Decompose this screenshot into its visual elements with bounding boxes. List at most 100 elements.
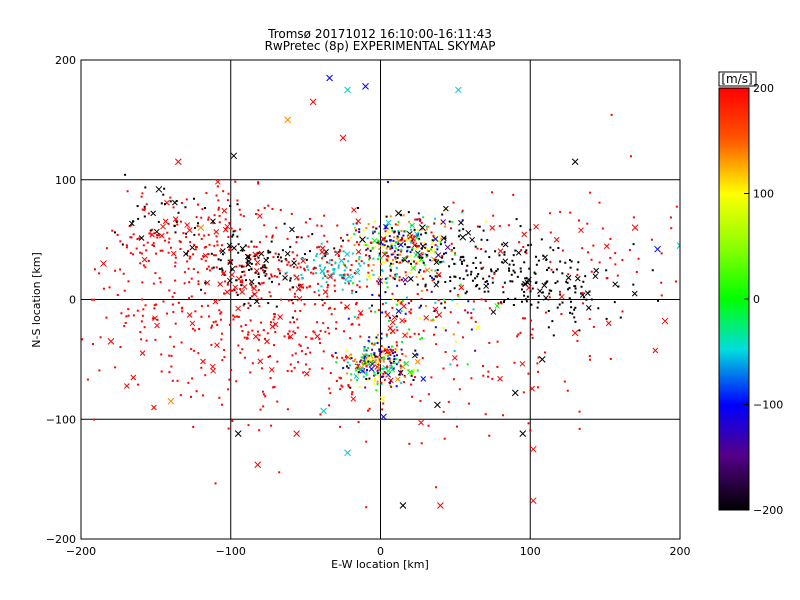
scatter-point <box>176 379 179 382</box>
scatter-point <box>342 250 345 253</box>
scatter-point <box>231 289 234 292</box>
scatter-point <box>381 311 384 314</box>
scatter-point <box>449 290 452 293</box>
scatter-point <box>216 323 219 326</box>
scatter-point <box>400 372 403 375</box>
scatter-point <box>230 227 233 230</box>
scatter-point <box>249 319 252 322</box>
scatter-point <box>141 281 144 284</box>
scatter-point <box>324 275 327 278</box>
scatter-point <box>444 241 447 244</box>
scatter-point <box>295 241 298 244</box>
scatter-point <box>461 209 464 212</box>
scatter-point <box>297 361 300 364</box>
scatter-point <box>286 408 289 411</box>
scatter-point <box>390 244 393 247</box>
scatter-point <box>512 254 515 257</box>
scatter-point <box>204 207 207 210</box>
scatter-point <box>389 274 392 277</box>
scatter-point <box>442 367 445 370</box>
scatter-point <box>400 382 403 385</box>
scatter-point <box>328 404 331 407</box>
scatter-point <box>207 216 210 219</box>
scatter-point <box>485 220 488 223</box>
scatter-point <box>396 303 399 306</box>
scatter-cross <box>402 276 409 283</box>
scatter-point <box>548 292 551 295</box>
scatter-point <box>438 234 441 237</box>
scatter-point <box>420 297 423 300</box>
scatter-point <box>566 389 569 392</box>
scatter-point <box>444 237 447 240</box>
scatter-point <box>165 312 168 315</box>
scatter-point <box>322 322 325 325</box>
scatter-point <box>200 305 203 308</box>
scatter-point <box>328 262 331 265</box>
scatter-point <box>344 278 347 281</box>
scatter-point <box>498 225 501 228</box>
scatter-point <box>308 368 311 371</box>
scatter-point <box>393 236 396 239</box>
scatter-point <box>228 378 231 381</box>
scatter-point <box>358 286 361 289</box>
scatter-point <box>148 232 151 235</box>
scatter-point <box>317 289 320 292</box>
scatter-point <box>431 246 434 249</box>
scatter-point <box>259 283 262 286</box>
scatter-point <box>207 233 210 236</box>
scatter-point <box>368 336 371 339</box>
scatter-point <box>500 301 503 304</box>
scatter-cross <box>220 270 227 276</box>
scatter-point <box>357 243 360 246</box>
scatter-cross <box>272 321 279 328</box>
scatter-point <box>208 269 211 272</box>
scatter-point <box>223 349 226 352</box>
scatter-point <box>215 266 218 269</box>
y-tick-label: −100 <box>46 413 76 426</box>
scatter-point <box>223 292 226 295</box>
scatter-cross <box>676 242 680 249</box>
scatter-point <box>243 336 246 339</box>
scatter-point <box>385 333 388 336</box>
scatter-point <box>192 197 195 200</box>
scatter-point <box>218 214 221 217</box>
scatter-point <box>578 410 581 413</box>
scatter-point <box>202 394 205 397</box>
scatter-cross <box>444 244 451 251</box>
scatter-point <box>93 418 96 421</box>
scatter-point <box>306 265 309 268</box>
scatter-point <box>362 375 365 378</box>
scatter-point <box>337 264 340 267</box>
scatter-point <box>372 273 375 276</box>
scatter-cross <box>253 298 260 305</box>
scatter-point <box>309 351 312 354</box>
scatter-point <box>137 383 140 386</box>
scatter-point <box>207 252 210 255</box>
scatter-cross <box>235 305 241 312</box>
scatter-point <box>410 266 413 269</box>
scatter-point <box>286 237 289 240</box>
scatter-point <box>365 349 368 352</box>
scatter-point <box>300 236 303 239</box>
scatter-point <box>262 264 265 267</box>
scatter-point <box>628 249 631 252</box>
scatter-point <box>153 307 156 310</box>
scatter-point <box>228 221 231 224</box>
scatter-cross <box>282 275 288 281</box>
scatter-cross <box>158 232 165 239</box>
scatter-point <box>140 252 143 255</box>
scatter-point <box>145 203 148 206</box>
scatter-point <box>203 234 206 237</box>
scatter-point <box>588 354 591 357</box>
scatter-point <box>444 281 447 284</box>
scatter-point <box>359 264 362 267</box>
scatter-point <box>204 281 207 284</box>
scatter-point <box>357 368 360 371</box>
scatter-point <box>436 248 439 251</box>
scatter-point <box>382 372 385 375</box>
scatter-point <box>434 275 437 278</box>
scatter-point <box>392 276 395 279</box>
scatter-point <box>355 229 358 232</box>
scatter-point <box>354 227 357 230</box>
scatter-point <box>276 360 279 363</box>
